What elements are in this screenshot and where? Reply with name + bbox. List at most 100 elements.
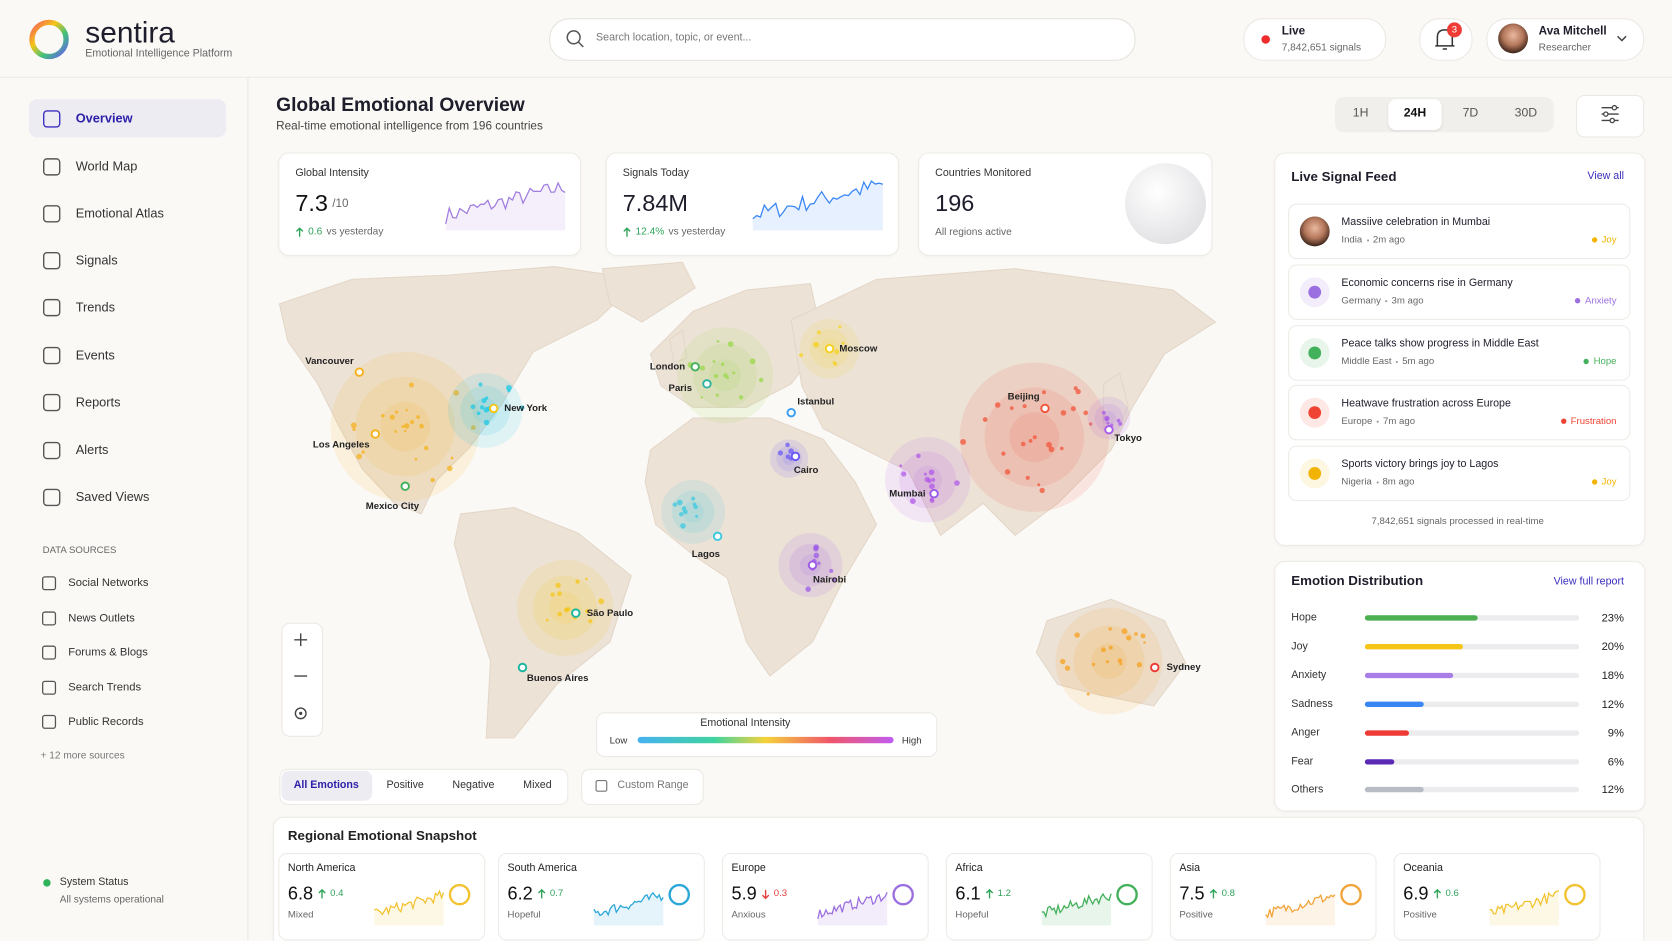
notification-button[interactable] [1419,18,1473,61]
feed-item[interactable] [1288,445,1631,502]
landmass [278,266,641,515]
emotion-filter[interactable]: Mixed [523,779,552,792]
feed-emotion: Anxiety [1575,295,1617,306]
signal-point [1125,635,1132,641]
source-icon [42,680,57,695]
emotion-filter[interactable]: Negative [452,779,495,792]
city-marker [517,662,528,673]
source-item[interactable]: News Outlets [68,611,135,625]
locate-icon [299,711,303,715]
nav-item[interactable]: Signals [75,252,118,268]
filter-button[interactable] [1575,94,1645,138]
nav-item[interactable]: Overview [75,110,133,126]
sparkline [373,889,445,916]
city-label: Lagos [691,548,721,560]
region-name: Asia [1179,862,1201,875]
range-option[interactable]: 1H [1352,106,1369,120]
nav-item[interactable]: Emotional Atlas [75,205,164,221]
filter-icon [1609,117,1616,124]
source-item[interactable]: Social Networks [68,576,149,590]
source-item[interactable]: Forums & Blogs [68,645,148,659]
signal-point [557,591,562,596]
region-value-row: 6.8 0.4 [288,884,344,902]
stat-card [278,152,582,256]
city-marker [790,451,801,462]
region-change: 0.7 [549,887,564,899]
signal-point [1108,627,1112,631]
landmass [601,261,696,323]
signal-point [450,456,454,460]
feed-place: Europe [1341,415,1373,426]
signal-point [695,514,699,518]
nav-active-bg[interactable] [28,99,227,138]
custom-range-button[interactable] [581,768,704,806]
signal-point [483,407,490,413]
range-option[interactable]: 7D [1462,106,1479,120]
nav-icon [43,441,61,460]
city-label: São Paulo [586,607,634,618]
signal-point [700,395,704,399]
landmass [790,268,1217,537]
nav-item[interactable]: World Map [75,158,138,174]
signal-point [715,393,719,397]
feed-item[interactable] [1288,264,1631,320]
signal-point [714,374,719,379]
signal-point [470,404,476,410]
signal-point [598,598,605,605]
signal-point [519,405,525,411]
feed-item[interactable] [1288,384,1631,441]
user-name: Ava Mitchell [1538,25,1607,38]
signal-point [1136,662,1143,668]
feed-item[interactable] [1288,203,1631,260]
city-marker [354,367,365,377]
signal-point [1060,410,1067,416]
emotion-filter[interactable]: Positive [386,779,424,792]
city-marker [786,407,796,418]
filter-active[interactable] [281,770,373,801]
source-item[interactable]: Public Records [68,715,144,729]
sparkline-fill [1489,890,1559,926]
feed-emotion-label: Hope [1593,355,1617,367]
signal-point [588,619,593,624]
nav-item[interactable]: Saved Views [75,489,150,505]
zoom-controls[interactable] [281,622,324,737]
signal-point [838,325,842,329]
signal-point [352,427,356,432]
signal-point [931,477,936,482]
city-marker [571,608,581,618]
nav-item[interactable]: Reports [75,394,121,410]
view-all-link[interactable]: View all [1587,170,1624,183]
emotion-filter[interactable]: All Emotions [293,779,359,792]
emotion-name: Sadness [1291,698,1333,711]
range-option[interactable]: 24H [1403,106,1427,120]
range-option[interactable]: 30D [1514,106,1538,120]
city-label: Mexico City [365,500,420,512]
source-item[interactable]: Search Trends [68,681,142,694]
search-box[interactable] [549,18,1136,61]
range-active[interactable] [1388,99,1442,131]
signal-point [380,413,385,418]
sources-title: DATA SOURCES [42,544,117,556]
nav-item[interactable]: Trends [75,299,116,315]
feed-time: 7m ago [1383,415,1416,426]
feed-icon [1308,467,1322,480]
feed-item[interactable] [1288,325,1631,381]
separator-dot [1561,418,1567,424]
signal-point [712,360,716,363]
feed-item-title: Peace talks show progress in Middle East [1341,338,1539,350]
nav-item[interactable]: Alerts [75,442,109,458]
full-report-link[interactable]: View full report [1553,575,1624,588]
emotion-glow [682,501,704,523]
distribution-bar [1364,644,1463,650]
sparkline [817,892,888,919]
more-sources[interactable]: + 12 more sources [40,749,125,762]
emotion-name: Others [1291,783,1324,796]
signal-point [1143,641,1146,644]
signal-point [479,405,485,410]
landmass [669,329,688,364]
signal-point [954,480,960,486]
signal-point [416,415,421,419]
nav-item[interactable]: Events [75,347,115,363]
legend-low: Low [609,735,628,746]
region-icon [1116,883,1138,906]
